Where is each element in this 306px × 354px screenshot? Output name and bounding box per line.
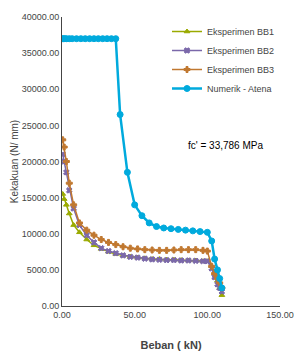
svg-text:0.00: 0.00: [42, 301, 60, 311]
svg-text:Eksperimen BB2: Eksperimen BB2: [207, 46, 274, 56]
svg-text:50.00: 50.00: [123, 310, 146, 320]
svg-text:15000.00: 15000.00: [22, 193, 60, 203]
svg-text:Numerik - Atena: Numerik - Atena: [207, 84, 272, 94]
svg-text:5000.00: 5000.00: [27, 265, 60, 275]
svg-text:0.00: 0.00: [53, 310, 71, 320]
svg-text:Eksperimen BB3: Eksperimen BB3: [207, 65, 274, 75]
svg-text:30000.00: 30000.00: [22, 84, 60, 94]
svg-text:10000.00: 10000.00: [22, 229, 60, 239]
svg-text:20000.00: 20000.00: [22, 157, 60, 167]
svg-text:fc' = 33,786 MPa: fc' = 33,786 MPa: [188, 140, 263, 151]
svg-text:Beban ( kN): Beban ( kN): [140, 339, 201, 351]
svg-text:Kekakuan (N/ mm): Kekakuan (N/ mm): [9, 120, 20, 203]
svg-text:100.00: 100.00: [194, 310, 222, 320]
svg-text:Eksperimen BB1: Eksperimen BB1: [207, 27, 274, 37]
svg-text:150.00: 150.00: [266, 310, 294, 320]
svg-text:40000.00: 40000.00: [22, 12, 60, 22]
svg-text:35000.00: 35000.00: [22, 48, 60, 58]
svg-text:25000.00: 25000.00: [22, 121, 60, 131]
